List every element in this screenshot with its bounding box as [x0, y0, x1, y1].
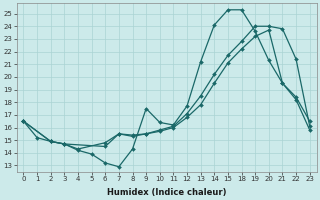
X-axis label: Humidex (Indice chaleur): Humidex (Indice chaleur)	[107, 188, 226, 197]
